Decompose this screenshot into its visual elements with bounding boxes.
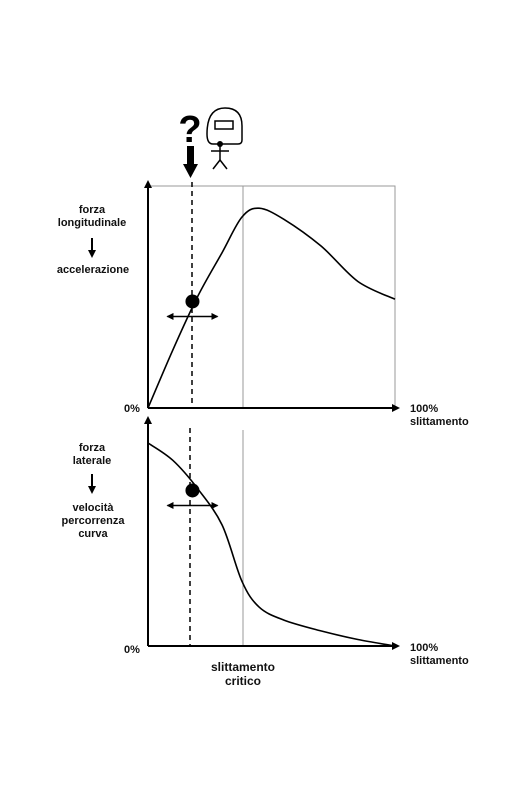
bottom-y-axis-label: forza laterale xyxy=(52,442,132,468)
longitudinal-force-curve xyxy=(147,207,396,409)
x-end-line2: slittamento xyxy=(410,655,469,667)
lateral-force-curve xyxy=(147,442,396,647)
operating-point xyxy=(185,294,200,309)
ylabel-line2: longitudinale xyxy=(57,217,127,229)
effect-line2: percorrenza xyxy=(61,515,125,527)
top-left-down-arrow-icon xyxy=(88,238,96,258)
x-end-line1: 100% xyxy=(410,642,439,654)
ylabel-line2: laterale xyxy=(72,455,112,467)
effect-line3: curva xyxy=(78,528,108,540)
ylabel-line1: forza xyxy=(78,204,106,216)
critical-slip-label: slittamento critico xyxy=(193,660,293,688)
lateral-force-chart xyxy=(144,416,400,650)
top-x-end-label: 100% slittamento xyxy=(410,403,469,429)
x-end-line2: slittamento xyxy=(410,416,469,428)
longitudinal-force-chart xyxy=(144,180,400,412)
x-end-line1: 100% xyxy=(410,403,439,415)
bottom-effect-label: velocità percorrenza curva xyxy=(50,502,136,541)
question-mark: ? xyxy=(178,109,201,151)
rider-helmet-icon xyxy=(206,107,243,145)
effect-line1: velocità xyxy=(72,502,114,514)
critical-label-line2: critico xyxy=(224,674,261,688)
ylabel-line1: forza xyxy=(78,442,106,454)
bottom-origin-label: 0% xyxy=(124,644,140,656)
critical-label-line1: slittamento xyxy=(210,660,275,674)
rider-body-icon xyxy=(211,141,229,170)
bottom-left-down-arrow-icon xyxy=(88,474,96,494)
top-effect-label: accelerazione xyxy=(56,264,130,276)
down-arrow-icon xyxy=(183,146,198,178)
operating-point xyxy=(185,483,200,498)
top-origin-label: 0% xyxy=(124,403,140,415)
chart-frame xyxy=(147,185,396,409)
top-y-axis-label: forza longitudinale xyxy=(52,204,132,230)
bottom-x-end-label: 100% slittamento xyxy=(410,642,469,668)
